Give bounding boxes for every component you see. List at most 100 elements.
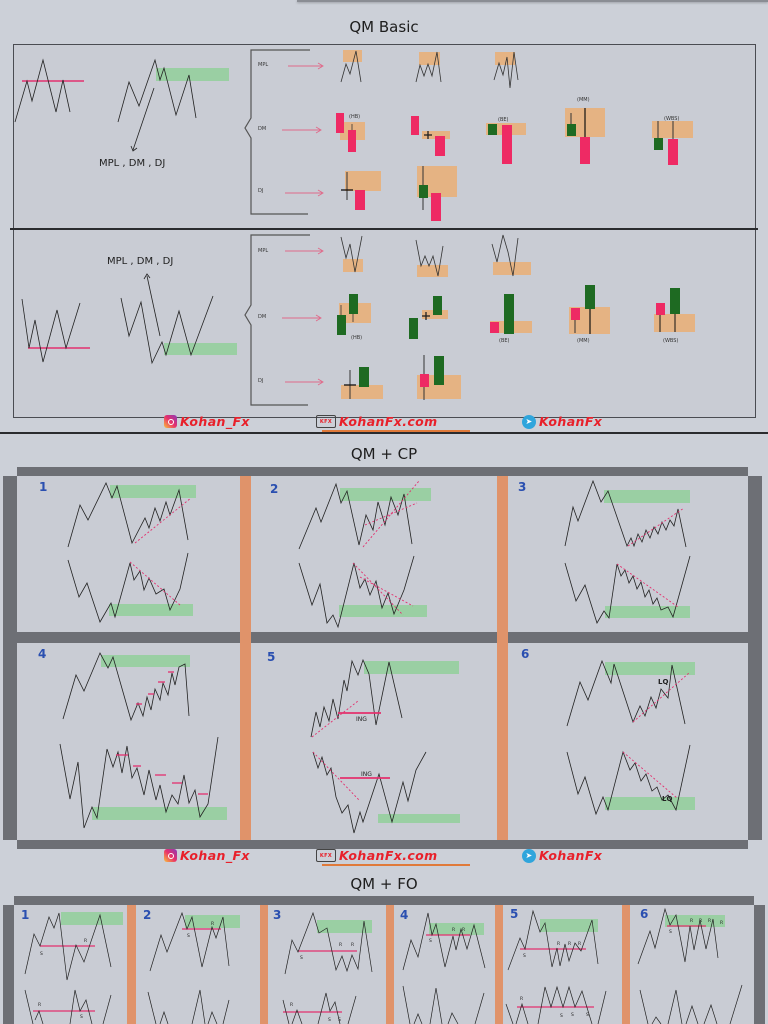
cp-divider-2 [497,476,508,840]
svg-text:R: R [557,941,560,947]
dm-label-hb-bottom: (HB) [351,335,363,341]
instagram-icon [164,415,177,428]
row-label-mpl-top: MPL [258,62,269,68]
svg-text:R: R [339,942,342,948]
website-underline-2 [322,864,470,866]
svg-text:S: S [669,929,672,935]
dm-label-wbs-bottom: (WBS) [663,338,679,344]
svg-text:R: R [452,927,455,933]
fo-row [14,905,754,1024]
svg-text:S: S [586,1012,589,1018]
website-underline [322,430,470,432]
dm-label-mm-bottom: (MM) [577,338,590,344]
svg-text:S: S [338,1017,341,1023]
fo-frame-top [14,896,754,905]
section-title-qm-cp: QM + CP [350,445,418,463]
cp-divider-1 [240,476,251,840]
svg-text:R: R [520,996,523,1002]
svg-text:R: R [462,927,465,933]
dm-label-hb-top: (HB) [349,114,361,120]
fo-divider-1 [127,905,136,1024]
row-label-dj-bottom: DJ [258,378,264,384]
qm-cp-diagrams [59,479,695,834]
top-edge-bar [297,0,768,2]
social-bar-1: Kohan_Fx KFX KohanFx.com ➤ KohanFx [0,414,768,432]
svg-text:R: R [568,941,571,947]
dm-label-wbs-top: (WBS) [664,116,680,122]
telegram-link[interactable]: ➤ KohanFx [522,414,602,429]
qm-basic-caption-bottom: MPL , DM , DJ [107,256,174,267]
instagram-link[interactable]: Kohan_Fx [164,414,250,429]
row-label-dj-top: DJ [258,188,264,194]
instagram-icon [164,849,177,862]
svg-text:R: R [38,1002,41,1008]
social-bar-2: Kohan_Fx KFX KohanFx.com ➤ KohanFx [0,848,768,866]
instagram-link-2[interactable]: Kohan_Fx [164,848,250,863]
section-title-qm-basic: QM Basic [349,18,419,36]
monitor-icon: KFX [316,415,336,428]
fo-s-label: S [40,951,43,957]
fo-frame-right [754,905,765,1024]
telegram-link-2[interactable]: ➤ KohanFx [522,848,602,863]
svg-text:R: R [699,918,702,924]
dm-label-mm-top: (MM) [577,97,590,103]
fo-panel-number-3: 3 [273,908,282,922]
website-link[interactable]: KFX KohanFx.com [316,414,438,429]
svg-text:S: S [328,1017,331,1023]
fo-panel-number-5: 5 [510,907,519,921]
svg-text:R: R [351,942,354,948]
cp-frame-right [748,476,762,840]
fo-divider-5 [622,905,630,1024]
website-link-2[interactable]: KFX KohanFx.com [316,848,438,863]
fo-frame-left [3,905,14,1024]
row-label-mpl-bottom: MPL [258,248,269,254]
svg-text:R: R [290,1002,293,1008]
cp-frame-top [17,467,748,476]
svg-text:R: R [578,941,581,947]
fo-r-label: R [84,938,87,944]
svg-text:R: R [720,920,723,926]
cp-panel-number-2: 2 [270,482,279,496]
svg-text:S: S [560,1013,563,1019]
qm-basic-diagrams [14,49,695,406]
cp-frame-bottom [17,840,748,849]
qm-basic-caption-top: MPL , DM , DJ [99,158,166,169]
svg-text:S: S [571,1012,574,1018]
cp-panel-number-1: 1 [39,480,48,494]
svg-text:R: R [708,918,711,924]
ing-label-2: ING [361,771,372,778]
qm-basic-frame [13,44,756,418]
lq-label-2: LQ [662,795,673,803]
telegram-icon: ➤ [522,414,536,429]
dm-label-be-bottom: (BE) [499,338,510,344]
section-divider-1 [0,432,768,434]
row-label-dm-bottom: DM [258,314,267,320]
ing-label-1: ING [356,716,367,723]
monitor-icon: KFX [316,849,336,862]
fo-panel-number-2: 2 [143,908,152,922]
svg-text:S: S [523,953,526,959]
cp-frame-left [3,476,17,840]
cp-frame-middle [17,632,748,643]
svg-text:S: S [80,1014,83,1020]
telegram-icon: ➤ [522,848,536,863]
svg-text:S: S [187,933,190,939]
row-label-dm-top: DM [258,126,267,132]
fo-panel-number-6: 6 [640,907,649,921]
cp-panel-number-5: 5 [267,650,276,664]
qm-basic-divider [10,228,758,230]
svg-text:S: S [429,938,432,944]
section-title-qm-fo: QM + FO [350,875,418,893]
svg-text:S: S [300,955,303,961]
lq-label-1: LQ [658,678,669,686]
fo-divider-4 [495,905,503,1024]
fo-panel-number-1: 1 [21,908,30,922]
svg-text:R: R [690,918,693,924]
cp-panel-number-4: 4 [38,647,47,661]
fo-divider-3 [386,905,394,1024]
fo-divider-2 [260,905,268,1024]
svg-text:R: R [211,921,214,927]
cp-panel-number-3: 3 [518,480,527,494]
fo-panel-number-4: 4 [400,908,409,922]
